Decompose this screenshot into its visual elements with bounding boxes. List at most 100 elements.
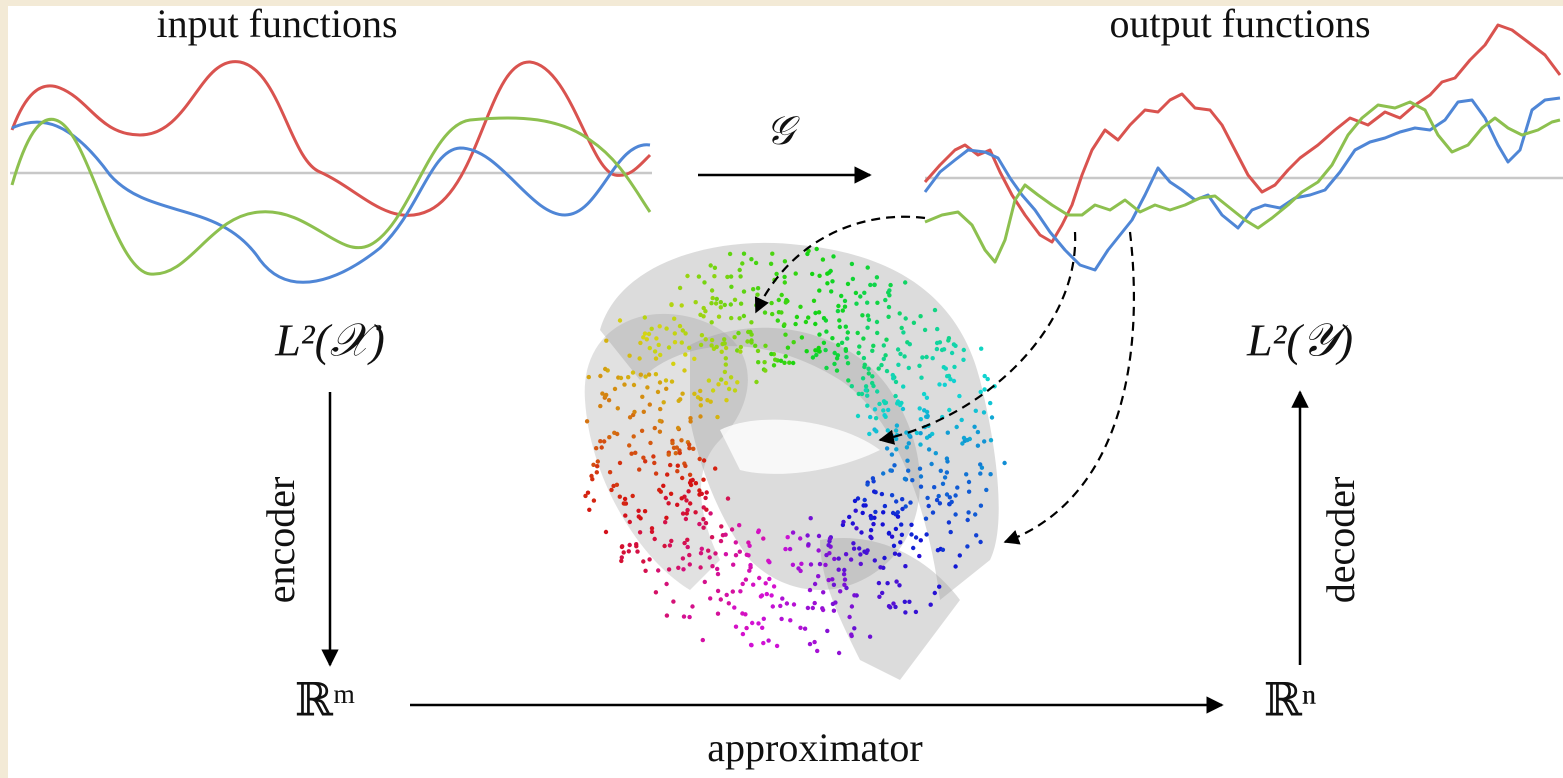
point — [941, 548, 945, 552]
point — [809, 562, 813, 566]
point — [843, 299, 847, 303]
point — [652, 461, 656, 465]
point — [641, 559, 645, 563]
point — [607, 398, 611, 402]
point — [824, 318, 828, 322]
point — [846, 282, 850, 286]
point — [988, 472, 992, 476]
point — [641, 335, 645, 339]
point — [937, 382, 941, 386]
point — [739, 302, 743, 306]
point — [620, 544, 624, 548]
point — [604, 339, 608, 343]
input-curves — [10, 62, 652, 283]
point — [817, 274, 821, 278]
point — [640, 429, 644, 433]
point — [647, 557, 651, 561]
point — [868, 635, 872, 639]
point — [817, 288, 821, 292]
point — [792, 602, 796, 606]
point — [731, 589, 735, 593]
point — [880, 591, 884, 595]
point — [875, 301, 879, 305]
point — [847, 515, 851, 519]
point — [867, 432, 871, 436]
point — [924, 517, 928, 521]
point — [791, 563, 795, 567]
point — [850, 634, 854, 638]
point — [669, 303, 673, 307]
point — [952, 342, 956, 346]
point — [900, 326, 904, 330]
point — [723, 533, 727, 537]
point — [914, 610, 918, 614]
point — [724, 356, 728, 360]
point — [637, 356, 641, 360]
point — [850, 604, 854, 608]
point — [836, 304, 840, 308]
point — [675, 503, 679, 507]
output-space: L²(𝒴) — [1246, 315, 1353, 366]
point — [618, 495, 622, 499]
point — [628, 415, 632, 419]
point — [664, 582, 668, 586]
point — [628, 520, 632, 524]
point — [867, 318, 871, 322]
point — [664, 496, 668, 500]
point — [824, 329, 828, 333]
point — [719, 524, 723, 528]
point — [714, 301, 718, 305]
point — [852, 547, 856, 551]
point — [629, 452, 633, 456]
point — [769, 301, 773, 305]
point — [881, 522, 885, 526]
point — [953, 564, 957, 568]
point — [905, 445, 909, 449]
point — [633, 451, 637, 455]
point — [865, 548, 869, 552]
point — [654, 356, 658, 360]
point — [759, 594, 763, 598]
point — [892, 544, 896, 548]
point — [883, 353, 887, 357]
point — [1002, 461, 1006, 465]
point — [809, 516, 813, 520]
point — [917, 554, 921, 558]
point — [715, 297, 719, 301]
point — [935, 498, 939, 502]
point — [817, 534, 821, 538]
point — [766, 638, 770, 642]
point — [816, 574, 820, 578]
point — [742, 252, 746, 256]
point — [893, 552, 897, 556]
point — [708, 511, 712, 515]
point — [944, 366, 948, 370]
point — [746, 540, 750, 544]
point — [894, 579, 898, 583]
approximator-label: approximator — [707, 725, 923, 770]
point — [756, 621, 760, 625]
point — [663, 520, 667, 524]
point — [962, 348, 966, 352]
point — [734, 540, 738, 544]
point — [628, 543, 632, 547]
point — [733, 388, 737, 392]
point — [897, 583, 901, 587]
point — [701, 638, 705, 642]
point — [698, 414, 702, 418]
point — [917, 364, 921, 368]
point — [933, 591, 937, 595]
point — [750, 621, 754, 625]
point — [729, 375, 733, 379]
point — [713, 466, 717, 470]
latent-input-space: ℝᵐ — [295, 675, 356, 726]
point — [872, 283, 876, 287]
point — [866, 313, 870, 317]
point — [694, 481, 698, 485]
point — [866, 367, 870, 371]
point — [687, 553, 691, 557]
point — [858, 294, 862, 298]
point — [678, 397, 682, 401]
point — [924, 532, 928, 536]
point — [974, 409, 978, 413]
